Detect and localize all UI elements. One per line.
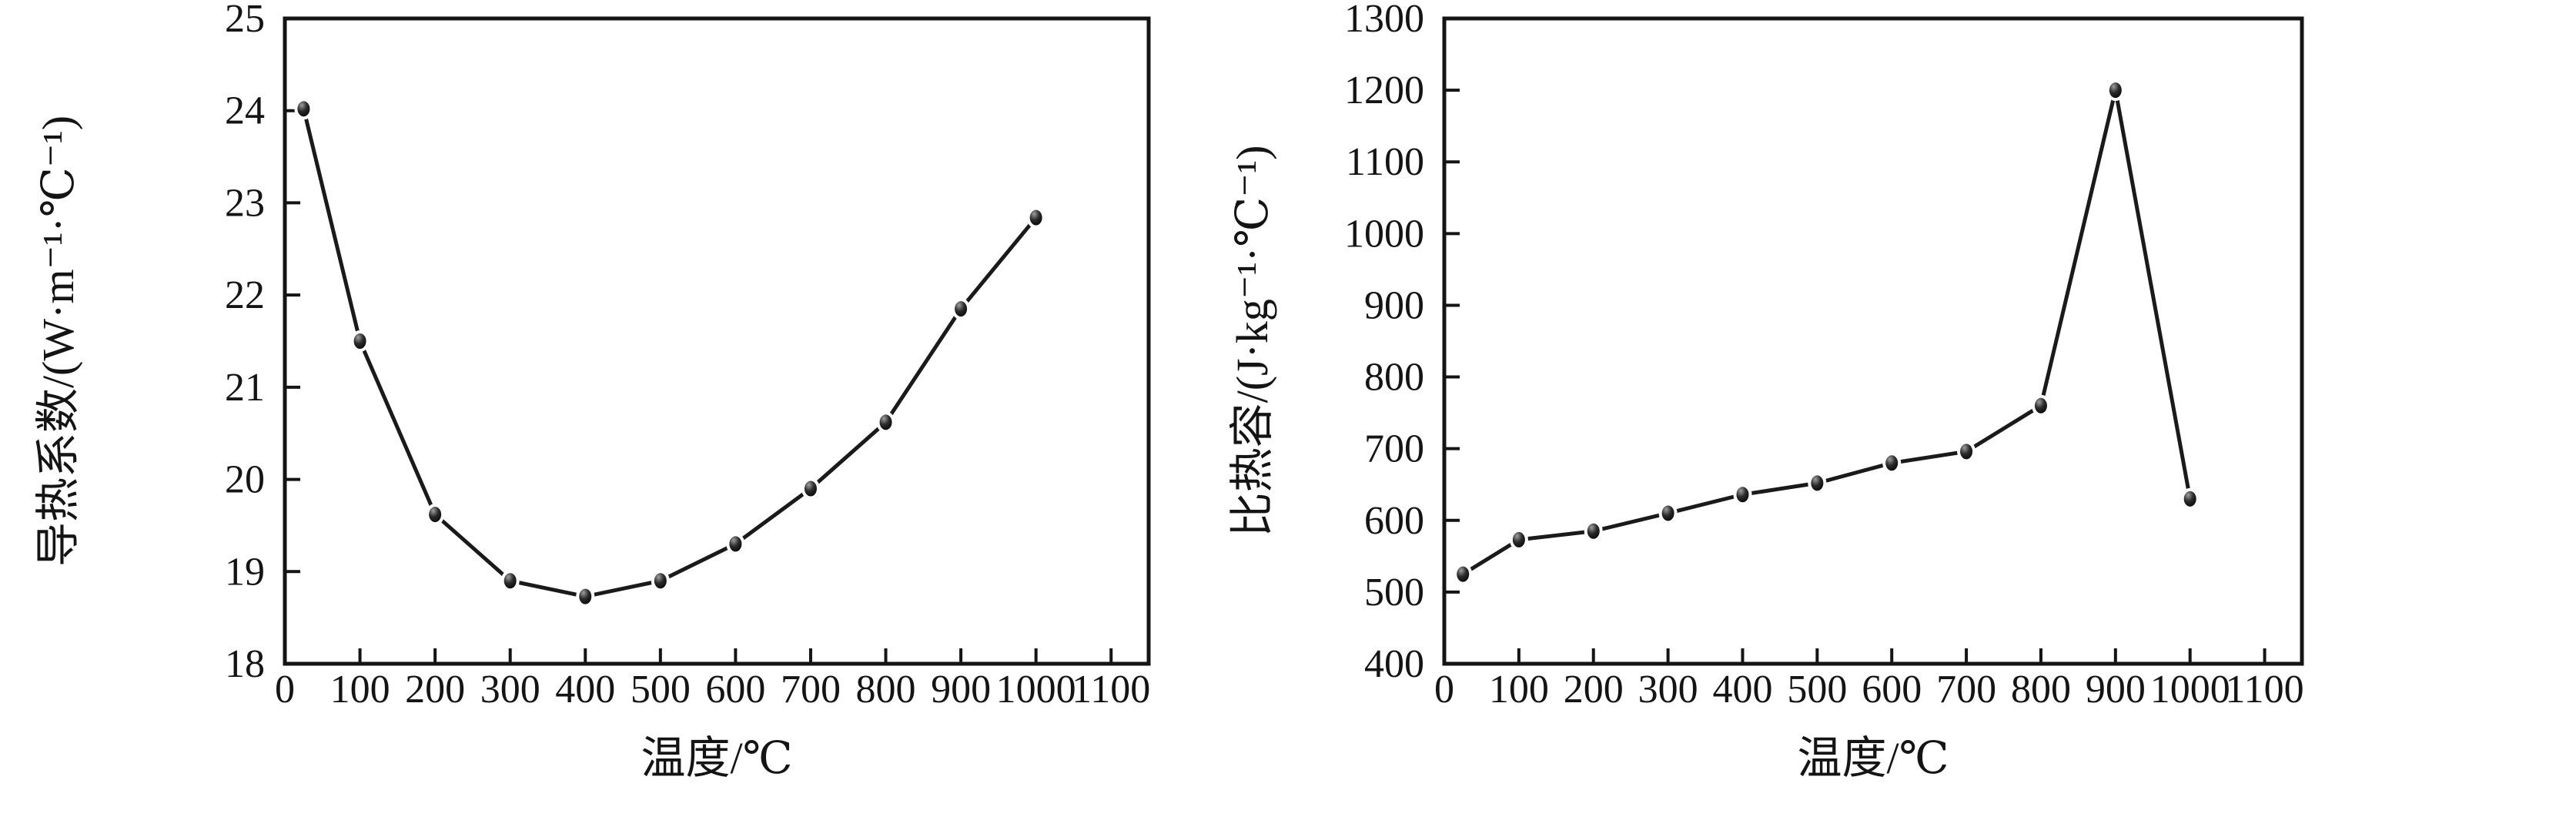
- x-tick-label: 1000: [996, 668, 1076, 712]
- x-tick-label: 1100: [2226, 668, 2304, 712]
- x-tick-label: 100: [330, 668, 390, 712]
- x-tick-label: 400: [1712, 668, 1772, 712]
- x-tick-label: 100: [1489, 668, 1549, 712]
- x-tick-label: 700: [1936, 668, 1996, 712]
- data-point-marker: [651, 570, 670, 592]
- data-point-marker: [801, 477, 820, 500]
- x-tick-label: 300: [1638, 668, 1698, 712]
- x-tick-label: 800: [2011, 668, 2071, 712]
- y-tick-label: 800: [1364, 356, 1424, 400]
- data-point-marker: [2106, 79, 2125, 102]
- x-tick-label: 900: [2086, 668, 2146, 712]
- x-tick-label: 500: [1787, 668, 1847, 712]
- x-tick-label: 400: [555, 668, 615, 712]
- data-point-marker: [294, 98, 313, 120]
- y-tick-label: 21: [225, 366, 265, 410]
- x-tick-label: 200: [405, 668, 465, 712]
- x-tick-label: 900: [931, 668, 991, 712]
- x-tick-label: 1100: [1072, 668, 1150, 712]
- data-point-marker: [1808, 472, 1827, 494]
- x-tick-label: 1000: [2150, 668, 2230, 712]
- data-point-marker: [1957, 440, 1976, 463]
- data-point-marker: [1658, 502, 1678, 524]
- data-point-marker: [426, 504, 445, 526]
- data-point-marker: [2180, 487, 2200, 510]
- x-tick-label: 300: [480, 668, 540, 712]
- x-tick-label: 0: [1434, 668, 1454, 712]
- data-point-marker: [726, 533, 745, 555]
- y-tick-label: 1000: [1344, 212, 1424, 256]
- data-point-marker: [350, 330, 370, 352]
- right-chart-y-axis-title: 比热容/(J·kg⁻¹·℃⁻¹): [1227, 146, 1277, 537]
- data-point-marker: [1584, 520, 1603, 542]
- x-tick-label: 0: [275, 668, 295, 712]
- x-tick-label: 600: [1862, 668, 1922, 712]
- y-tick-label: 900: [1364, 283, 1424, 327]
- y-tick-label: 25: [225, 0, 265, 41]
- y-tick-label: 400: [1364, 642, 1424, 686]
- plot-border: [283, 16, 1151, 666]
- y-tick-label: 18: [225, 642, 265, 686]
- y-tick-label: 1100: [1346, 140, 1424, 184]
- y-tick-label: 19: [225, 550, 265, 594]
- y-tick-label: 23: [225, 181, 265, 225]
- y-tick-label: 500: [1364, 571, 1424, 614]
- data-line: [1461, 88, 2193, 576]
- specific-heat-chart: 0 100 200 300 400 500 600 700 800 900 100011004005…: [1344, 0, 2304, 712]
- y-tick-label: 600: [1364, 499, 1424, 543]
- x-tick-label: 500: [631, 668, 691, 712]
- data-point-marker: [1026, 206, 1045, 229]
- x-tick-label: 200: [1564, 668, 1624, 712]
- data-point-marker: [876, 411, 895, 434]
- data-point-marker: [1454, 563, 1473, 585]
- y-tick-label: 20: [225, 458, 265, 502]
- data-line: [301, 108, 1038, 599]
- x-tick-label: 600: [705, 668, 765, 712]
- data-point-marker: [1509, 528, 1528, 551]
- y-tick-label: 700: [1364, 427, 1424, 471]
- y-tick-label: 22: [225, 273, 265, 317]
- left-chart-x-axis-title: 温度/℃: [641, 733, 793, 783]
- data-point-marker: [952, 298, 971, 320]
- data-point-marker: [500, 570, 520, 592]
- right-chart-x-axis-title: 温度/℃: [1798, 733, 1949, 783]
- y-tick-label: 24: [225, 89, 265, 133]
- x-tick-label: 800: [856, 668, 916, 712]
- data-point-marker: [2031, 394, 2050, 417]
- data-point-marker: [1733, 484, 1752, 506]
- x-tick-label: 700: [781, 668, 841, 712]
- left-chart-y-axis-title: 导热系数/(W·m⁻¹·℃⁻¹): [33, 116, 83, 567]
- plot-border: [1442, 16, 2304, 666]
- y-tick-label: 1300: [1344, 0, 1424, 41]
- data-point-marker: [576, 585, 595, 608]
- y-tick-label: 1200: [1344, 69, 1424, 112]
- data-point-marker: [1882, 452, 1902, 474]
